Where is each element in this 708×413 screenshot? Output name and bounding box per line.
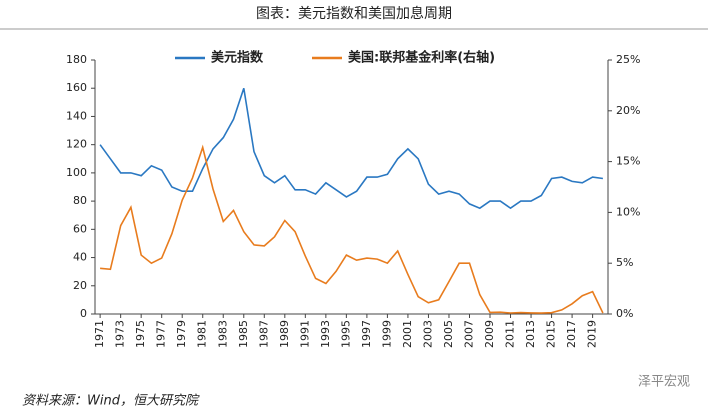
y-tick-label: 180 bbox=[66, 53, 87, 66]
x-tick-label: 1999 bbox=[380, 320, 393, 348]
x-tick-label: 2013 bbox=[524, 320, 537, 348]
y-tick-label: 100 bbox=[66, 166, 87, 179]
x-tick-label: 2003 bbox=[421, 320, 434, 348]
x-tick-label: 1973 bbox=[114, 320, 127, 348]
x-tick-label: 1977 bbox=[155, 320, 168, 348]
y2-tick-label: 0% bbox=[616, 307, 633, 320]
watermark: 泽平宏观 bbox=[638, 375, 690, 390]
x-tick-label: 1975 bbox=[134, 320, 147, 348]
x-tick-label: 2017 bbox=[565, 320, 578, 348]
x-tick-label: 1979 bbox=[175, 320, 188, 348]
x-tick-label: 1987 bbox=[257, 320, 270, 348]
y2-tick-label: 25% bbox=[616, 53, 640, 66]
x-tick-label: 1993 bbox=[319, 320, 332, 348]
x-tick-label: 1971 bbox=[93, 320, 106, 348]
y-tick-label: 80 bbox=[73, 194, 87, 207]
x-tick-label: 1981 bbox=[196, 320, 209, 348]
y-tick-label: 120 bbox=[66, 138, 87, 151]
x-tick-label: 2005 bbox=[442, 320, 455, 348]
y-tick-label: 0 bbox=[80, 307, 87, 320]
y2-tick-label: 10% bbox=[616, 205, 640, 218]
x-tick-label: 2007 bbox=[462, 320, 475, 348]
series-line bbox=[100, 144, 604, 314]
y2-tick-label: 20% bbox=[616, 104, 640, 117]
y-tick-label: 140 bbox=[66, 109, 87, 122]
legend-label: 美国:联邦基金利率(右轴) bbox=[348, 50, 495, 66]
y2-tick-label: 15% bbox=[616, 155, 640, 168]
x-tick-label: 2009 bbox=[483, 320, 496, 348]
legend-label: 美元指数 bbox=[211, 50, 264, 66]
x-tick-label: 2011 bbox=[504, 320, 517, 348]
y-tick-label: 160 bbox=[66, 81, 87, 94]
y2-tick-label: 5% bbox=[616, 256, 633, 269]
x-tick-label: 2015 bbox=[545, 320, 558, 348]
y-tick-label: 40 bbox=[73, 251, 87, 264]
y-tick-label: 20 bbox=[73, 279, 87, 292]
x-tick-label: 1995 bbox=[339, 320, 352, 348]
chart-title: 图表：美元指数和美国加息周期 bbox=[256, 5, 452, 22]
x-tick-label: 1989 bbox=[278, 320, 291, 348]
x-tick-label: 1983 bbox=[216, 320, 229, 348]
series-line bbox=[99, 87, 604, 210]
x-tick-label: 2019 bbox=[586, 320, 599, 348]
x-tick-label: 1997 bbox=[360, 320, 373, 348]
x-tick-label: 1991 bbox=[298, 320, 311, 348]
y-tick-label: 60 bbox=[73, 222, 87, 235]
source: 资料来源：Wind，恒大研究院 bbox=[22, 393, 200, 409]
x-tick-label: 1985 bbox=[237, 320, 250, 348]
x-tick-label: 2001 bbox=[401, 320, 414, 348]
